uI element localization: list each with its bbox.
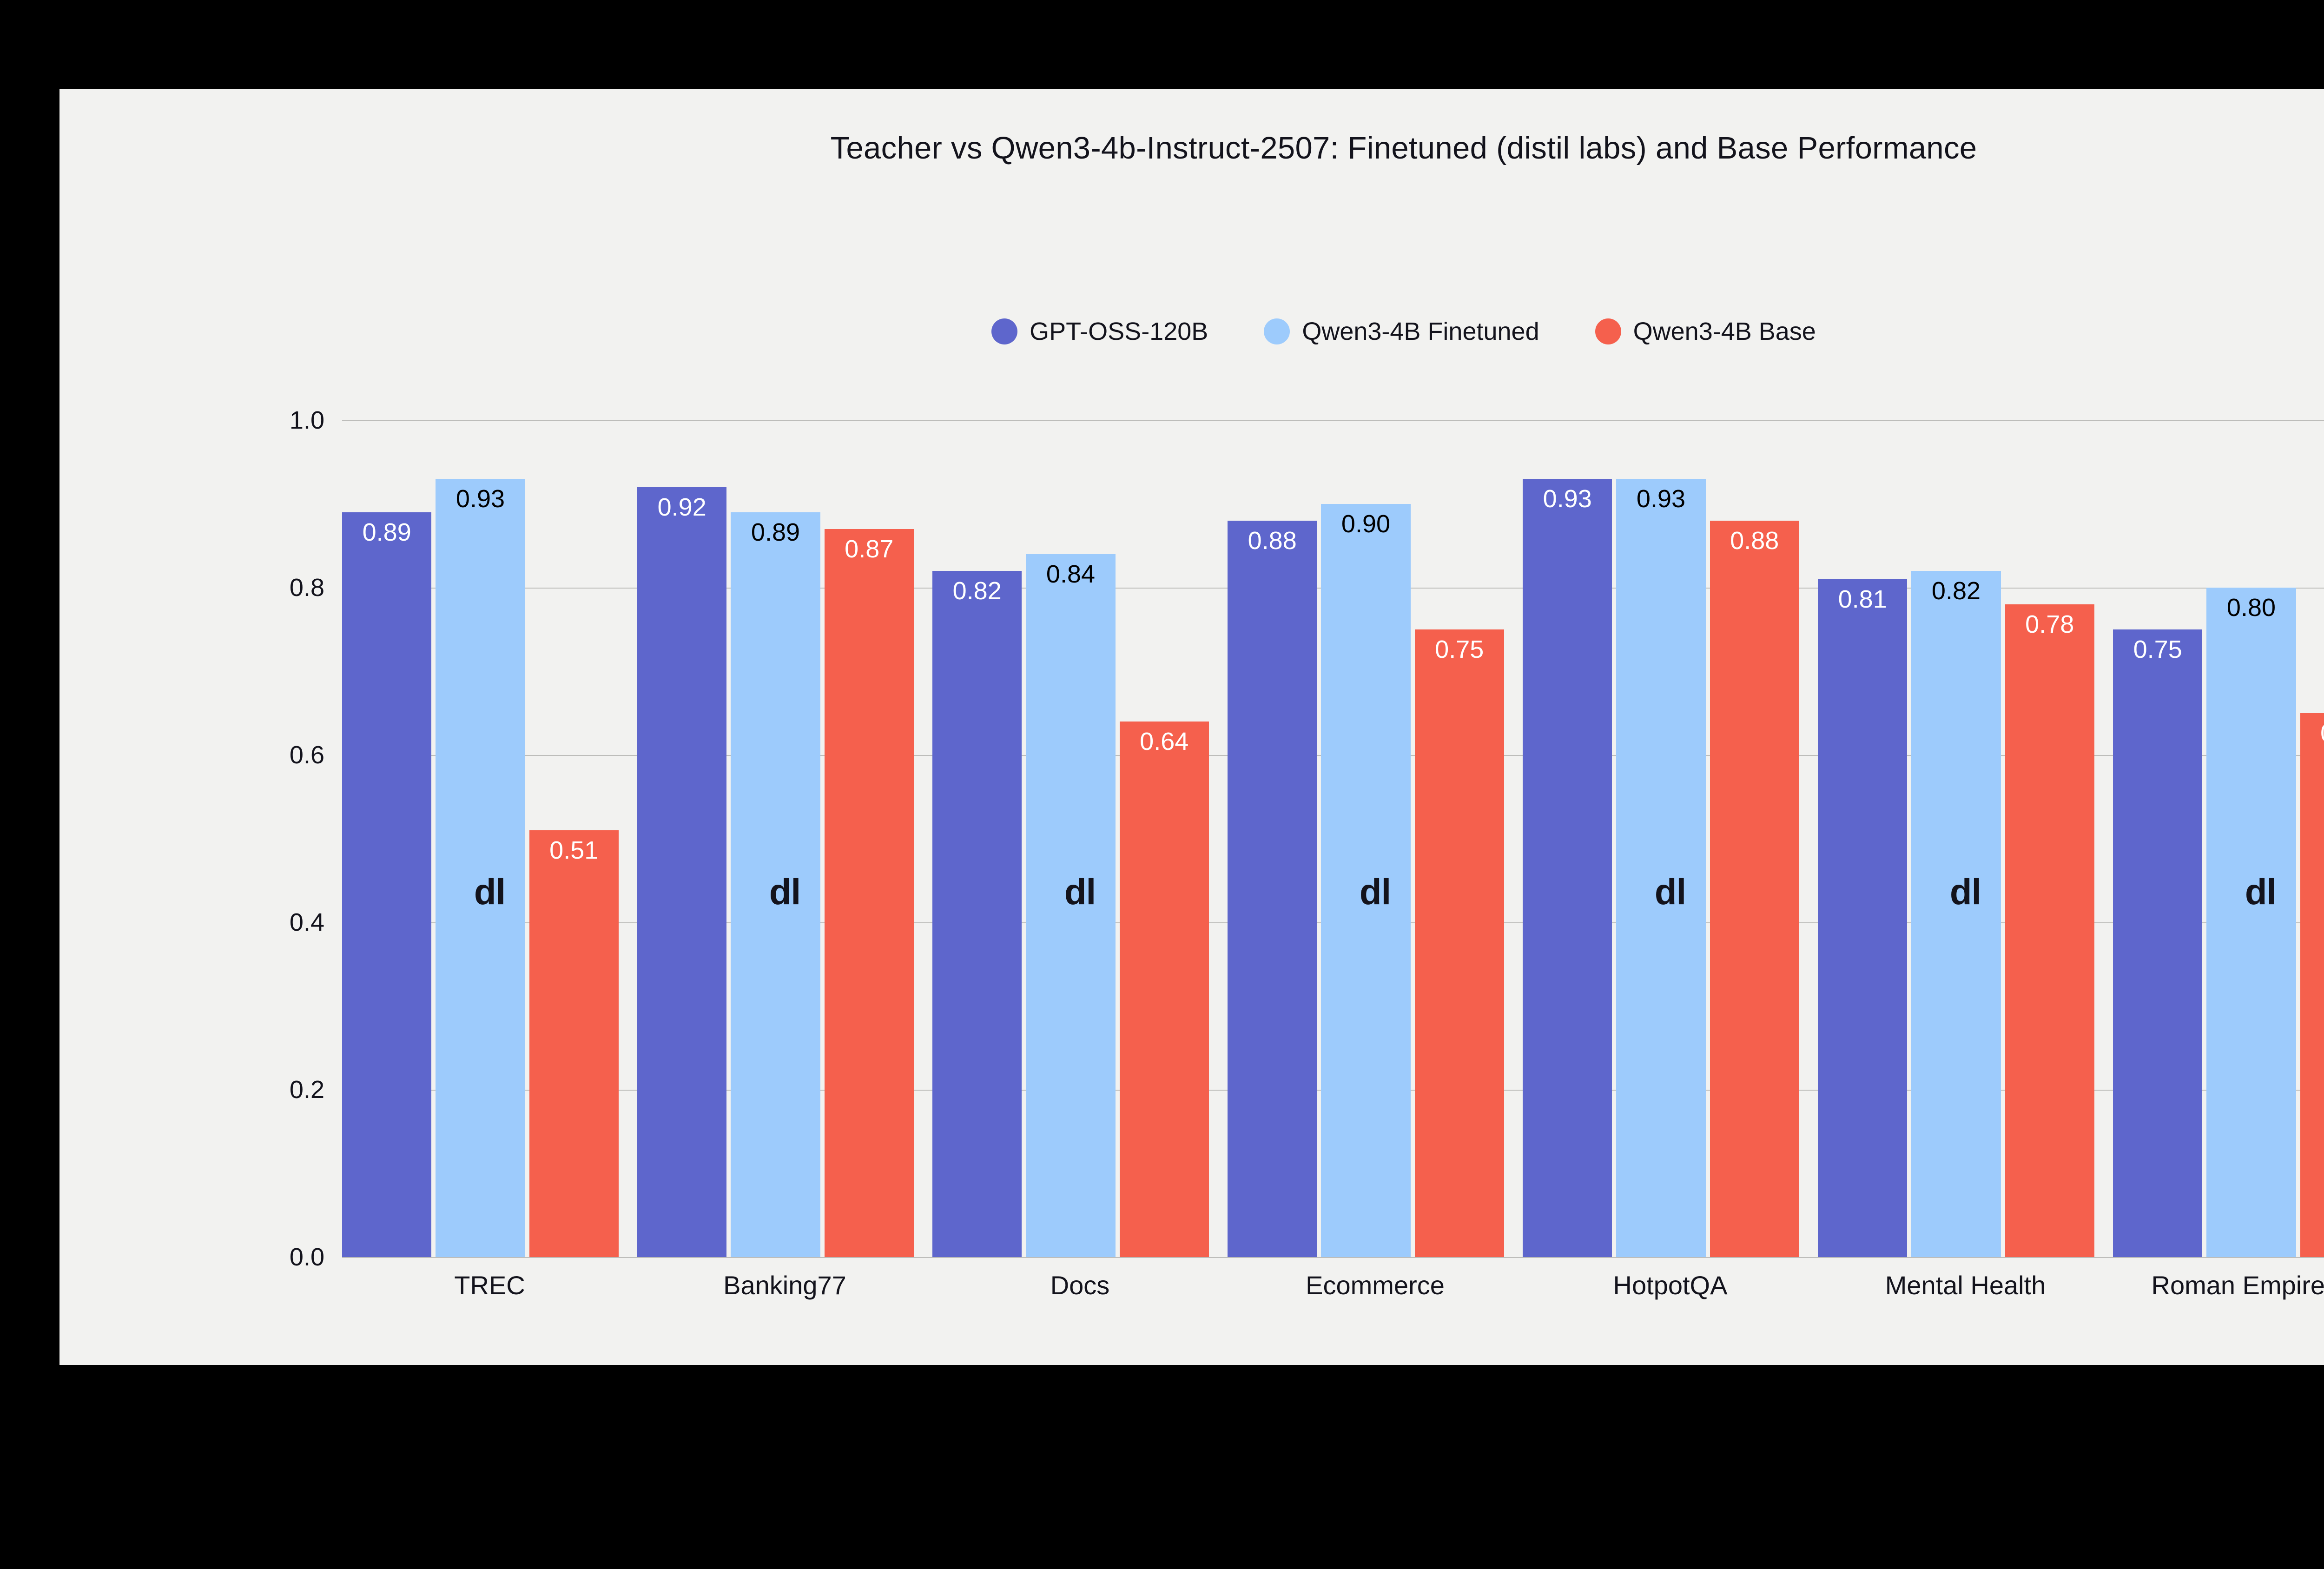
bar[interactable]: 0.65 — [2300, 713, 2324, 1257]
bar[interactable]: 0.92 — [637, 487, 727, 1257]
chart-legend: GPT-OSS-120B Qwen3-4B Finetuned Qwen3-4B B… — [59, 317, 2324, 346]
bar-value-label: 0.87 — [845, 535, 894, 563]
gridline — [342, 1257, 2324, 1258]
bar-value-label: 0.93 — [1543, 485, 1592, 513]
x-axis-tick-label: Ecommerce — [1306, 1271, 1445, 1300]
bar-value-label: 0.89 — [362, 518, 411, 546]
bar-value-label: 0.89 — [751, 518, 800, 546]
bar[interactable]: 0.75 — [2113, 629, 2203, 1257]
x-axis-tick-label: Roman Empire QA — [2151, 1271, 2324, 1300]
legend-label: GPT-OSS-120B — [1030, 318, 1208, 345]
bar-group: 0.92 0.89 0.87 dl — [637, 420, 932, 1257]
bar-group: 0.750.800.65dl — [2113, 420, 2324, 1257]
legend-label: Qwen3-4B Finetuned — [1302, 318, 1539, 345]
x-axis-tick-label: Banking77 — [723, 1271, 846, 1300]
bar-value-label: 0.84 — [1046, 560, 1096, 588]
legend-item-1[interactable]: Qwen3-4B Finetuned — [1264, 317, 1539, 346]
legend-swatch-icon — [1264, 318, 1290, 344]
gridline — [342, 420, 2324, 421]
bar-value-label: 0.88 — [1730, 527, 1779, 555]
bar-value-label: 0.78 — [2025, 610, 2074, 638]
chart-title: Teacher vs Qwen3‑4b‑Instruct‑2507: Finet… — [830, 131, 1977, 166]
y-axis: 0.0 0.2 0.4 0.6 0.8 1.0 — [218, 406, 324, 1271]
x-axis-tick-label: HotpotQA — [1613, 1271, 1728, 1300]
legend-item-2[interactable]: Qwen3-4B Base — [1595, 317, 1816, 346]
bar[interactable]: 0.84 — [1026, 554, 1116, 1257]
y-axis-tick-label: 0.0 — [289, 1243, 324, 1271]
bar-value-label: 0.93 — [1636, 485, 1686, 513]
bar[interactable]: 0.93 — [436, 479, 525, 1257]
bar-value-label: 0.75 — [2133, 636, 2182, 663]
x-axis-tick-label: TREC — [454, 1271, 525, 1300]
bar[interactable]: 0.90 — [1321, 504, 1411, 1257]
bar[interactable]: 0.82 — [932, 571, 1022, 1257]
bar-value-label: 0.82 — [952, 577, 1002, 605]
y-axis-tick-label: 1.0 — [289, 406, 324, 434]
bar[interactable]: 0.93 — [1523, 479, 1612, 1257]
legend-swatch-icon — [991, 318, 1018, 344]
bar-group: 0.93 0.93 0.88 dl — [1523, 420, 1818, 1257]
bar-group: 0.81 0.82 0.78 dl — [1818, 420, 2113, 1257]
bar[interactable]: 0.87 — [824, 529, 914, 1257]
bar-group: 0.88 0.90 0.75 dl — [1228, 420, 1523, 1257]
bar-value-label: 0.88 — [1248, 527, 1297, 555]
bar-value-label: 0.92 — [657, 493, 706, 521]
bar-value-label: 0.64 — [1140, 728, 1189, 755]
bar-group: 0.89 0.93 0.51 dl — [342, 420, 637, 1257]
y-axis-tick-label: 0.8 — [289, 574, 324, 602]
bar[interactable]: 0.64 — [1119, 722, 1209, 1257]
bar[interactable]: 0.80 — [2206, 588, 2296, 1257]
bar-value-label: 0.93 — [456, 485, 505, 513]
bar-value-label: 0.65 — [2300, 721, 2324, 746]
bar-value-label: 0.80 — [2226, 594, 2276, 622]
bar[interactable]: 0.51 — [529, 830, 619, 1257]
bar[interactable]: 0.89 — [342, 512, 432, 1257]
bar[interactable]: 0.88 — [1710, 521, 1799, 1257]
bar[interactable]: 0.82 — [1911, 571, 2001, 1257]
bar[interactable]: 0.78 — [2005, 604, 2094, 1257]
y-axis-tick-label: 0.4 — [289, 908, 324, 936]
legend-swatch-icon — [1595, 318, 1621, 344]
bar-group: 0.82 0.84 0.64 dl — [932, 420, 1228, 1257]
bar-value-label: 0.81 — [1838, 585, 1887, 613]
legend-label: Qwen3-4B Base — [1633, 318, 1816, 345]
bar[interactable]: 0.75 — [1414, 629, 1504, 1257]
legend-item-0[interactable]: GPT-OSS-120B — [991, 317, 1208, 346]
bar-value-label: 0.82 — [1931, 577, 1981, 605]
x-axis-tick-label: Docs — [1050, 1271, 1110, 1300]
bar-value-label: 0.90 — [1341, 510, 1391, 538]
bar[interactable]: 0.81 — [1818, 579, 1908, 1257]
x-axis-tick-label: Mental Health — [1885, 1271, 2046, 1300]
y-axis-tick-label: 0.6 — [289, 741, 324, 769]
bar-value-label: 0.51 — [549, 836, 599, 864]
x-axis: TREC Banking77 Docs Ecommerce HotpotQA Mental… — [342, 1270, 2324, 1300]
bar[interactable]: 0.89 — [731, 512, 820, 1257]
y-axis-tick-label: 0.2 — [289, 1076, 324, 1104]
bars-layer: 0.89 0.93 0.51 dl 0.92 0.89 0.87 dl 0.82 0.84 0.64… — [342, 420, 2324, 1257]
bar[interactable]: 0.93 — [1616, 479, 1706, 1257]
bar-value-label: 0.75 — [1435, 636, 1484, 663]
chart-card: Teacher vs Qwen3‑4b‑Instruct‑2507: Finet… — [59, 89, 2324, 1365]
bar[interactable]: 0.88 — [1228, 521, 1317, 1257]
